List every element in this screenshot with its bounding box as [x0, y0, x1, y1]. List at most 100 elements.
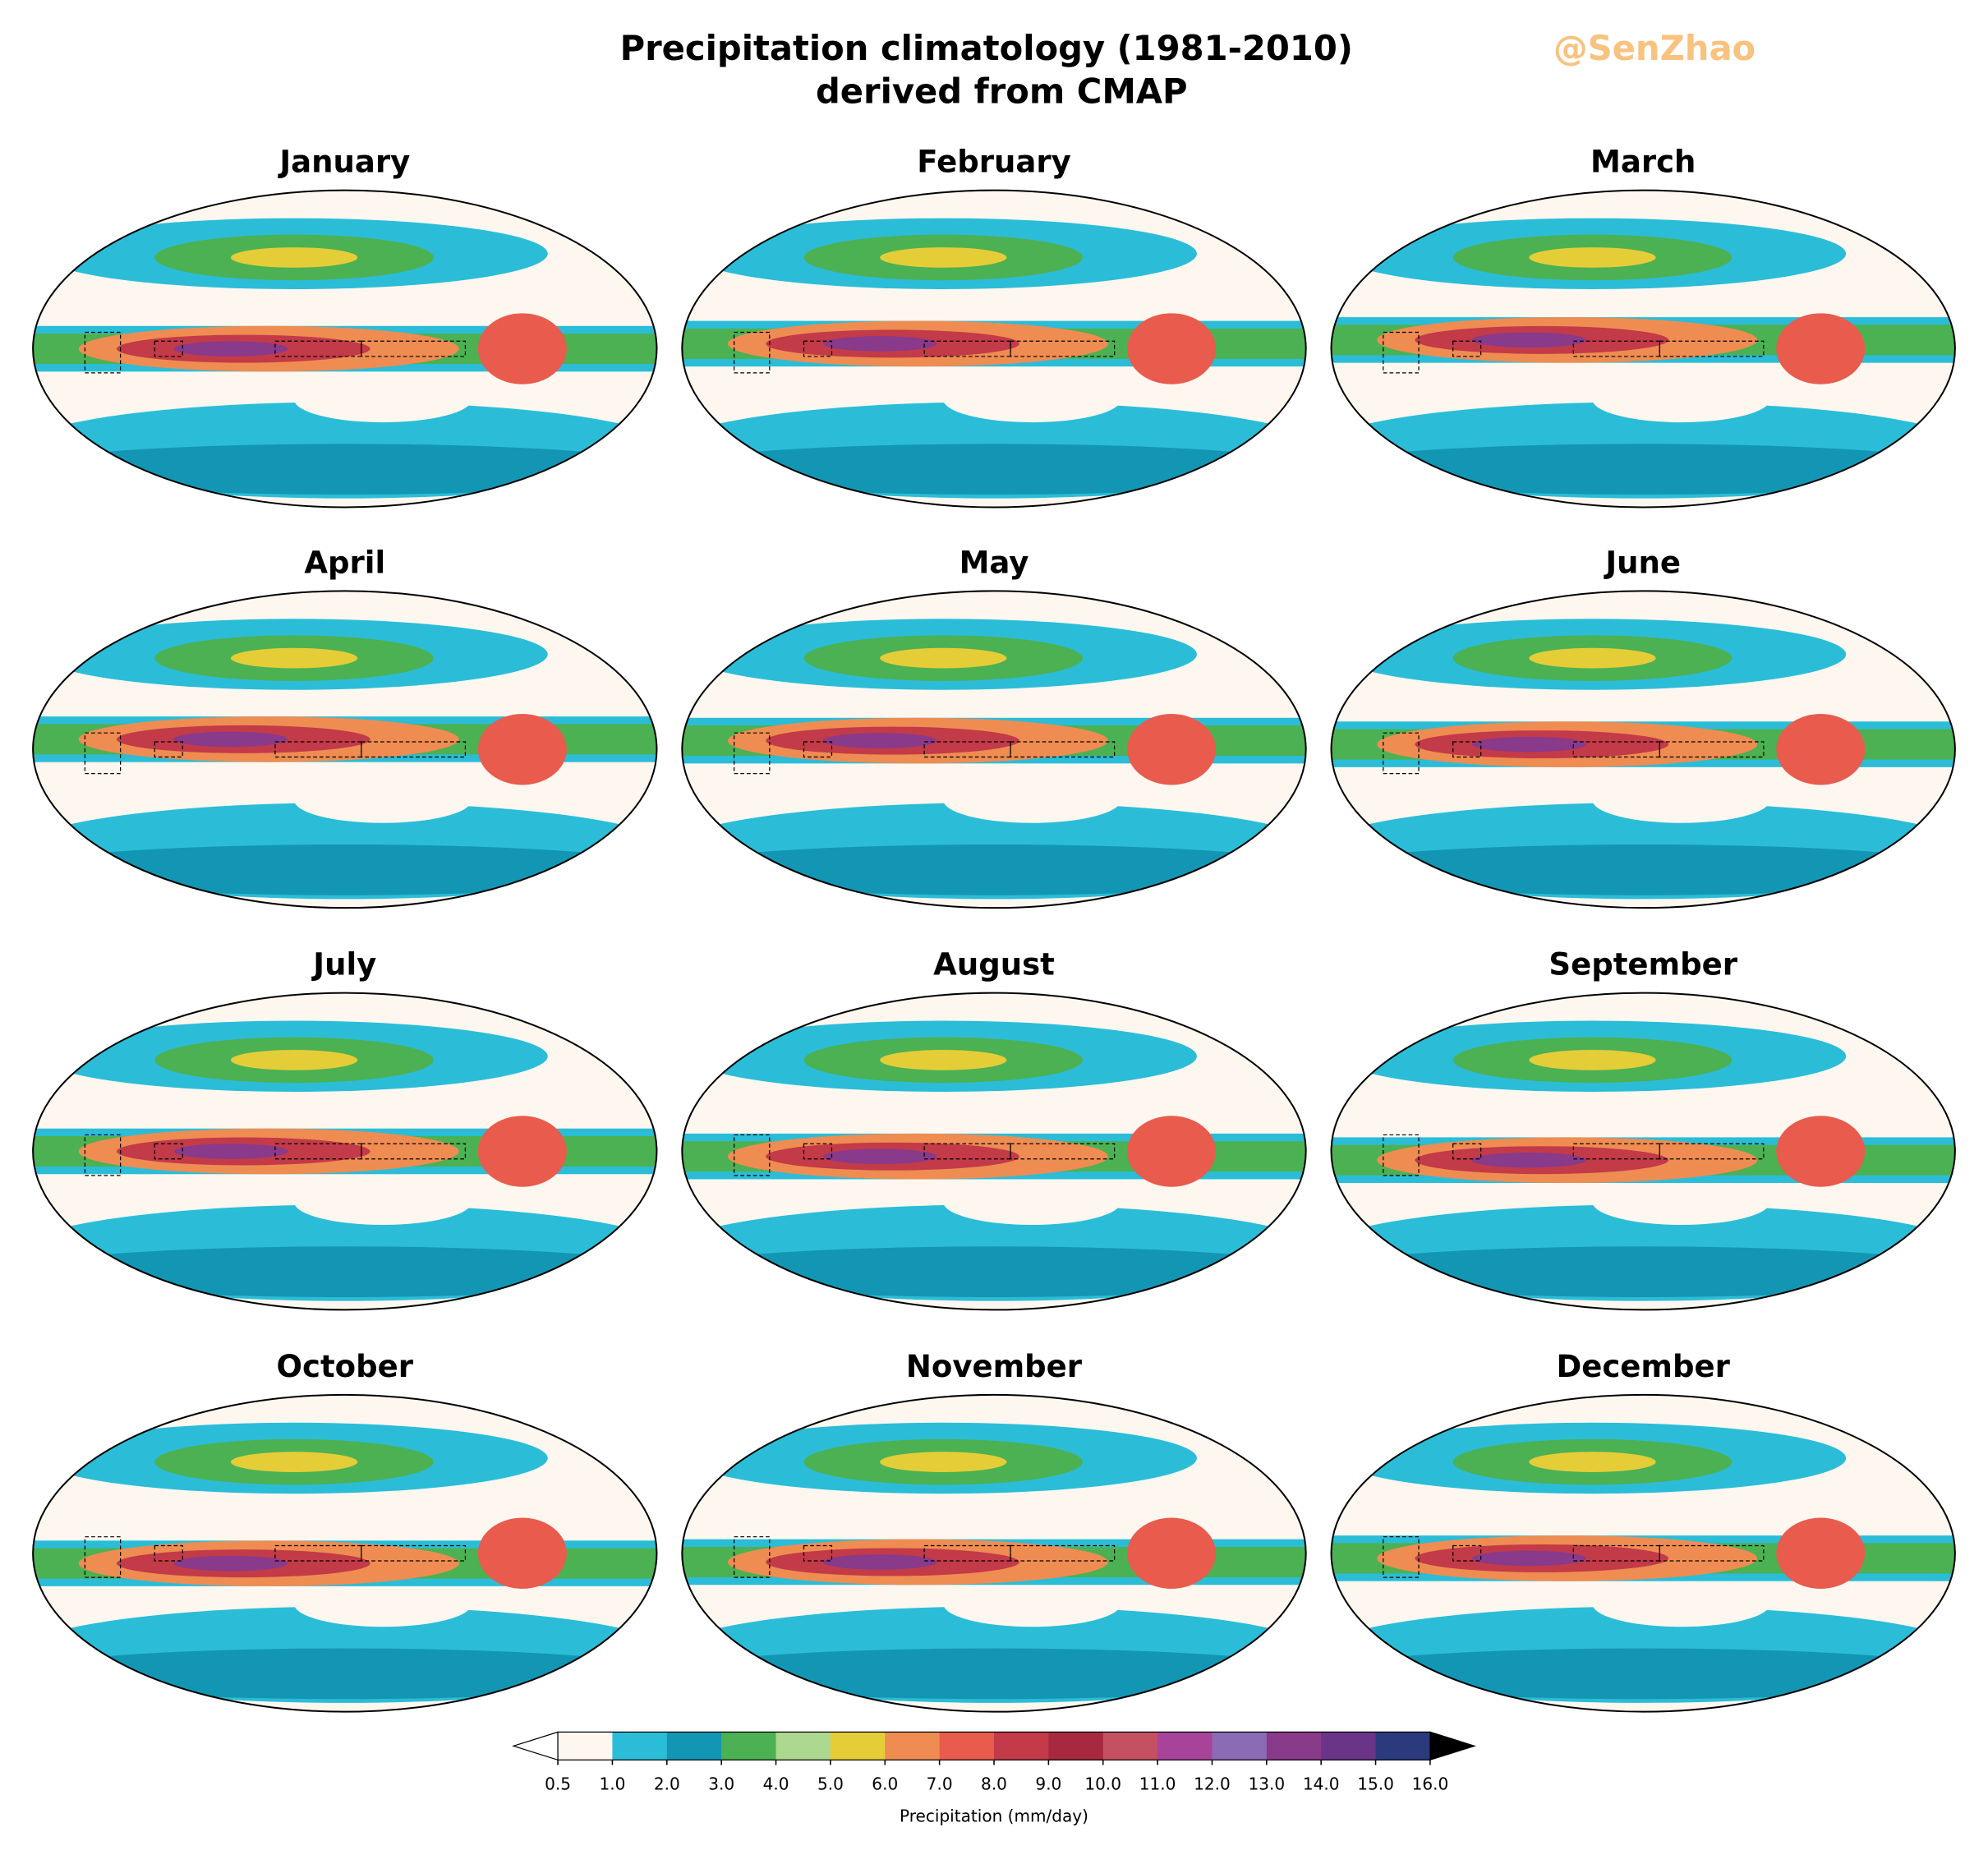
storm-track [33, 1648, 657, 1700]
map [33, 992, 657, 1310]
map-frame [1330, 992, 1956, 1311]
region-box [1659, 1544, 1765, 1562]
itcz [822, 336, 937, 352]
storm-track [230, 1050, 358, 1070]
region-box [1010, 1143, 1116, 1160]
title: Precipitation climatology (1981-2010) [620, 28, 1353, 68]
map-frame [681, 1393, 1307, 1713]
region-box [361, 741, 467, 758]
itcz [173, 731, 288, 748]
dry-zone [943, 1581, 1121, 1627]
map-frame [1330, 189, 1956, 509]
panel-title: May [959, 545, 1029, 580]
region-box [1010, 340, 1116, 357]
colorbar-segment [612, 1732, 668, 1760]
region-box [1659, 1143, 1765, 1160]
colorbar-tick-label: 4.0 [763, 1774, 789, 1794]
itcz [1127, 313, 1217, 384]
colorbar-segment [775, 1732, 831, 1760]
colorbar-tick-label: 7.0 [927, 1774, 953, 1794]
region-box [1659, 741, 1765, 758]
itcz [1471, 1152, 1586, 1168]
colorbar-segment [1212, 1732, 1268, 1760]
storm-track [33, 1246, 657, 1297]
colorbar-segment [558, 1732, 613, 1760]
colorbar-over [1429, 1731, 1476, 1761]
storm-track [230, 1452, 358, 1472]
colorbar-tick-label: 3.0 [708, 1774, 734, 1794]
region-box [154, 340, 183, 357]
colorbar-segment [1048, 1732, 1104, 1760]
dry-zone [943, 376, 1121, 423]
map-frame [1330, 590, 1956, 909]
dry-zone [1592, 1581, 1770, 1627]
map [33, 190, 657, 508]
storm-track [1331, 845, 1955, 895]
storm-track [1529, 647, 1656, 669]
map [682, 190, 1306, 508]
map-frame [1330, 1393, 1956, 1713]
itcz [173, 341, 288, 357]
colorbar-tick-label: 6.0 [872, 1774, 898, 1794]
itcz [1471, 1550, 1586, 1567]
region-box [154, 1544, 183, 1562]
itcz [173, 1555, 288, 1572]
itcz [1127, 714, 1217, 785]
itcz [477, 1517, 567, 1589]
colorbar-tick-label: 14.0 [1303, 1774, 1340, 1794]
storm-track [230, 647, 358, 669]
storm-track [1331, 444, 1955, 495]
panel-title: June [1603, 545, 1681, 580]
storm-track [1331, 1648, 1955, 1700]
panel-title: February [917, 145, 1070, 180]
region-box [803, 340, 833, 357]
region-box [1010, 741, 1116, 758]
itcz [173, 1144, 288, 1159]
colorbar-segment [1157, 1732, 1213, 1760]
itcz [1471, 332, 1586, 348]
colorbar-segment [666, 1732, 722, 1760]
storm-track [230, 247, 358, 268]
map-frame [32, 1393, 658, 1713]
dry-zone [943, 1179, 1121, 1226]
itcz [1776, 313, 1866, 384]
region-box [1452, 340, 1482, 357]
map [1331, 190, 1955, 508]
storm-track [682, 845, 1306, 895]
colorbar-tick-label: 15.0 [1357, 1774, 1394, 1794]
region-box [803, 1544, 833, 1562]
colorbar-tick-label: 1.0 [600, 1774, 626, 1794]
panel-title: November [906, 1349, 1083, 1384]
region-box [361, 340, 467, 357]
storm-track [880, 247, 1007, 268]
itcz [822, 733, 937, 748]
subtitle: derived from CMAP [816, 71, 1188, 111]
colorbar-segment [1266, 1732, 1322, 1760]
colorbar-tick-label: 0.5 [545, 1774, 571, 1794]
map-frame [32, 590, 658, 909]
itcz [1471, 736, 1586, 753]
region-box [1452, 1544, 1482, 1562]
map [682, 1394, 1306, 1712]
map-frame [32, 189, 658, 509]
region-box [803, 741, 833, 758]
colorbar-segment [1102, 1732, 1158, 1760]
map-frame [32, 992, 658, 1311]
map [33, 591, 657, 909]
region-box [361, 1544, 467, 1562]
colorbar-tick-label: 8.0 [981, 1774, 1007, 1794]
itcz [1776, 714, 1866, 785]
storm-track [880, 647, 1007, 669]
itcz [822, 1554, 937, 1570]
itcz [1776, 1116, 1866, 1187]
map [1331, 591, 1955, 909]
map-frame [681, 189, 1307, 509]
map [1331, 1394, 1955, 1712]
panel-title: September [1549, 947, 1737, 983]
dry-zone [294, 1179, 472, 1226]
dry-zone [1592, 777, 1770, 823]
storm-track [682, 1648, 1306, 1700]
storm-track [880, 1452, 1007, 1472]
colorbar-tick-label: 10.0 [1084, 1774, 1121, 1794]
